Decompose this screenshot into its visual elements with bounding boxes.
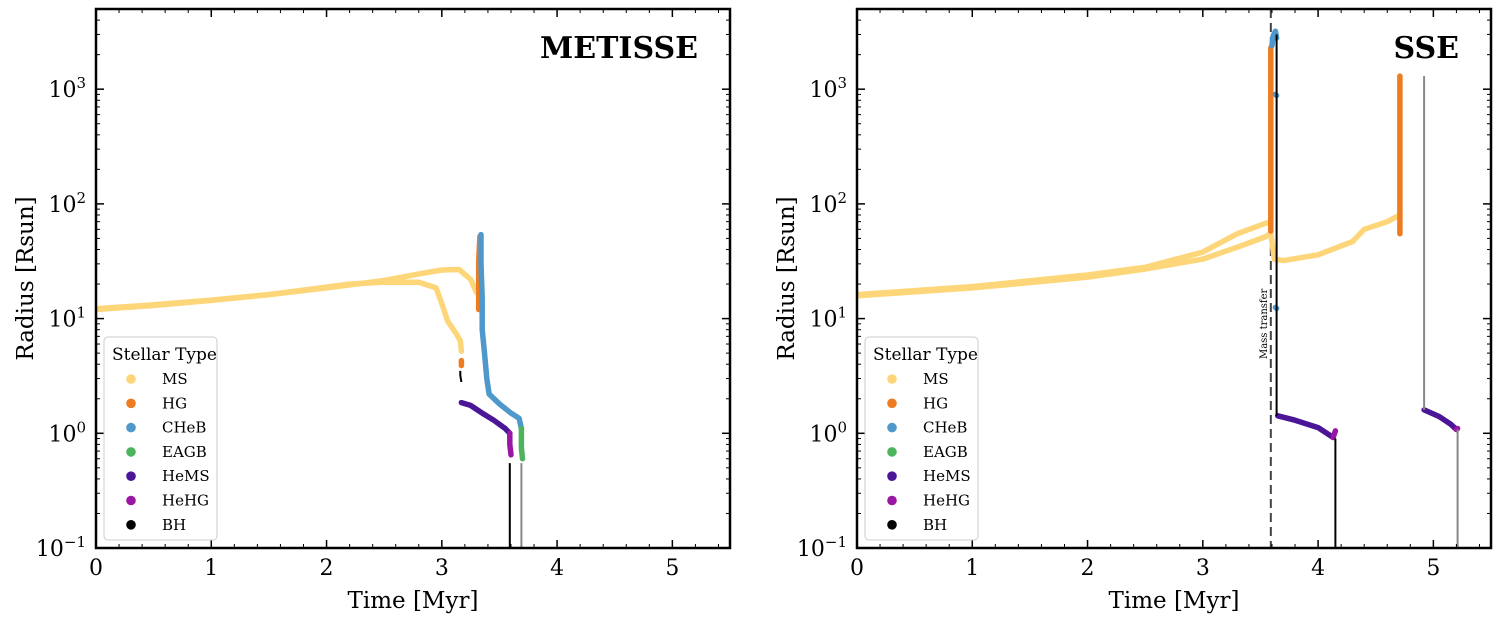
x-axis-label: Time [Myr] [1109,588,1240,614]
legend-marker-hehg [126,495,136,506]
series-ms-1 [96,279,465,354]
legend-marker-hems [126,471,136,482]
legend-label-cheb: CHeB [923,419,967,437]
legend-label-ms: MS [923,370,949,388]
panel-title: METISSE [540,31,698,66]
x-tick-label: 5 [665,556,679,581]
legend-title: Stellar Type [873,345,978,365]
legend-label-hems: HeMS [923,467,971,485]
legend-label-ms: MS [162,370,188,388]
x-tick-label: 5 [1426,556,1440,581]
y-tick-label: 103 [809,74,847,103]
x-tick-label: 1 [204,556,218,581]
y-axis-label: Radius [Rsun] [774,196,800,360]
legend-marker-ms [887,374,897,384]
y-tick-label: 103 [48,74,86,103]
y-tick-label: 10−1 [797,533,847,562]
x-tick-label: 0 [850,556,864,581]
x-tick-label: 1 [965,556,979,581]
x-tick-label: 2 [1081,556,1095,581]
legend-marker-hg [887,398,897,409]
y-tick-label: 101 [48,304,86,333]
legend-marker-bh [887,520,897,530]
legend-label-eagb: EAGB [162,443,207,461]
mass-transfer-label: Mass transfer [1259,288,1270,359]
legend-label-hems: HeMS [162,467,210,485]
series-ms-1 [857,212,1403,299]
x-axis-label: Time [Myr] [348,588,479,614]
y-tick-label: 100 [809,418,847,447]
legend-box [864,336,979,541]
legend-marker-bh [126,520,136,530]
series-hehg-10 [1453,425,1461,433]
legend-label-hehg: HeHG [923,492,970,510]
axis-frame [855,7,1493,550]
y-axis-label: Radius [Rsun] [13,196,39,360]
x-tick-label: 0 [89,556,103,581]
legend-title: Stellar Type [112,345,217,365]
y-tick-label: 10−1 [36,533,86,562]
legend-label-hg: HG [162,394,187,412]
x-tick-label: 4 [550,556,564,581]
legend-marker-hehg [887,495,897,506]
x-tick-label: 3 [1196,556,1210,581]
legend-marker-cheb [887,422,897,433]
x-tick-label: 3 [435,556,449,581]
legend-marker-eagb [887,447,897,457]
series-eagb-5 [518,425,526,462]
series-hems-9 [1421,407,1460,433]
y-tick-label: 102 [48,189,86,218]
series-hems-7 [1274,413,1336,441]
x-tick-label: 4 [1311,556,1325,581]
axis-frame [94,7,732,550]
legend-label-bh: BH [162,516,186,534]
y-tick-label: 100 [48,418,86,447]
series-hems-6 [458,399,513,437]
legend-label-hehg: HeHG [162,492,209,510]
y-tick-label: 101 [809,304,847,333]
series-cheb-4 [478,231,525,432]
legend-marker-ms [126,374,136,384]
legend-marker-cheb [126,422,136,433]
legend-marker-hems [887,471,897,482]
series-hehg-7 [507,430,514,458]
legend-label-cheb: CHeB [162,419,206,437]
x-tick-label: 2 [320,556,334,581]
legend-box [103,336,218,541]
legend-marker-hg [126,398,136,409]
legend-marker-eagb [126,447,136,457]
plot-area [857,9,1461,548]
legend-label-hg: HG [923,394,948,412]
panel-title: SSE [1393,31,1459,66]
legend-label-bh: BH [923,516,947,534]
plot-area [96,231,526,548]
legend-label-eagb: EAGB [923,443,968,461]
y-tick-label: 102 [809,189,847,218]
series-hehg-8 [1330,428,1339,441]
metisse-panel: 0 1 2 3 4 5 10−1 100 101 102 103 Time [Myr] Radius [… [13,7,732,614]
series-bh-8 [459,370,463,383]
sse-panel: Mass transfer 0 1 2 3 4 5 10−1 100 101 102 103 Time … [774,7,1493,614]
